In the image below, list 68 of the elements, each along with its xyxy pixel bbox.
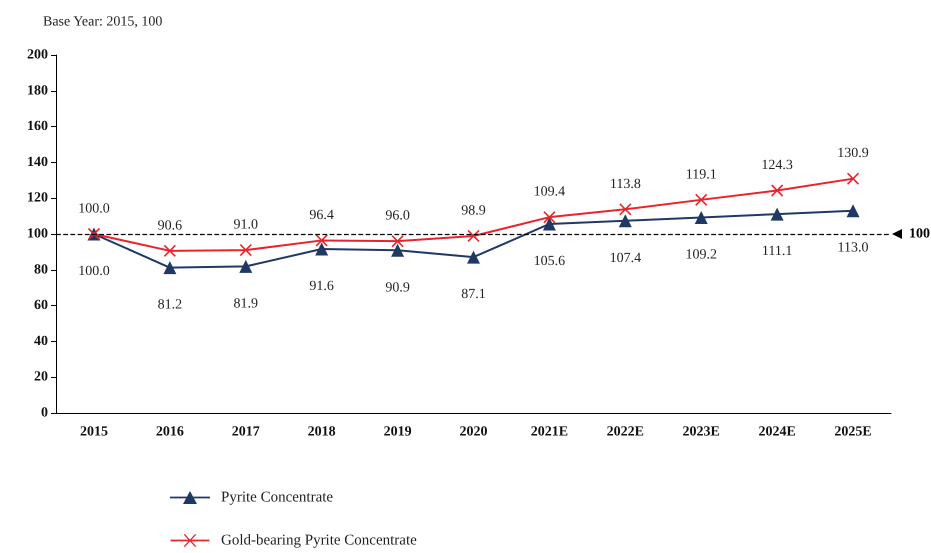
point <box>163 261 176 274</box>
data-label: 87.1 <box>461 287 486 302</box>
legend-label: Gold-bearing Pyrite Concentrate <box>221 532 418 548</box>
data-label: 90.9 <box>385 280 410 296</box>
point <box>543 210 556 224</box>
point <box>164 244 176 258</box>
x-tick-label: 2015 <box>80 424 108 440</box>
data-label: 109.2 <box>685 248 717 263</box>
legend-label: Pyrite Concentrate <box>221 490 334 506</box>
point <box>467 250 480 264</box>
data-label: 111.1 <box>762 244 792 260</box>
x-tick-label: 2019 <box>384 424 412 440</box>
point <box>315 242 328 256</box>
y-tick-label: 20 <box>34 370 48 385</box>
data-label: 113.8 <box>610 176 641 192</box>
x-tick-label: 2016 <box>156 424 184 440</box>
data-label: 81.2 <box>158 298 182 313</box>
y-tick-label: 80 <box>34 262 48 278</box>
data-label: 91.0 <box>234 218 258 233</box>
point <box>846 172 860 185</box>
data-label: 100.0 <box>78 202 110 216</box>
y-tick-label: 100 <box>27 226 48 242</box>
point <box>239 244 252 256</box>
x-tick-label: 2020 <box>460 424 488 440</box>
data-label: 96.4 <box>309 208 334 223</box>
point <box>467 230 480 242</box>
point <box>770 184 784 197</box>
data-label: 124.3 <box>761 158 793 174</box>
y-tick-label: 120 <box>27 190 48 206</box>
point <box>391 244 404 257</box>
x-tick-label: 2017 <box>232 424 260 440</box>
data-label: 119.1 <box>686 167 717 182</box>
y-tick-label: 140 <box>27 154 48 170</box>
data-label: 91.6 <box>309 279 334 294</box>
x-tick-label: 2023E <box>682 424 720 440</box>
point <box>391 234 404 248</box>
data-label: 107.4 <box>610 250 642 266</box>
point <box>239 260 252 273</box>
x-tick-label: 2022E <box>606 424 644 440</box>
ref-line-label: 100 <box>909 226 930 242</box>
point <box>619 203 632 216</box>
point <box>618 214 632 228</box>
x-tick-label: 2018 <box>308 424 336 440</box>
x-tick-label: 2025E <box>834 424 872 440</box>
data-label: 98.9 <box>461 203 486 218</box>
data-label: 113.0 <box>838 240 869 256</box>
point <box>694 194 708 206</box>
x-tick-label: 2024E <box>758 424 796 440</box>
data-label: 81.9 <box>234 296 258 312</box>
point <box>770 208 784 221</box>
data-label: 105.6 <box>534 254 566 269</box>
data-label: 130.9 <box>837 146 869 162</box>
y-axis-title: Base Year: 2015, 100 <box>43 14 162 30</box>
y-tick-label: 0 <box>41 406 48 420</box>
y-tick-label: 40 <box>34 334 48 349</box>
point <box>846 204 860 218</box>
data-label: 90.6 <box>158 218 182 234</box>
y-tick-label: 160 <box>27 119 48 134</box>
x-tick-label: 2021E <box>530 424 568 440</box>
point <box>315 234 328 247</box>
y-tick-label: 60 <box>34 298 48 314</box>
point <box>542 217 556 230</box>
data-label: 96.0 <box>385 208 410 224</box>
y-tick-label: 180 <box>27 83 48 98</box>
point <box>694 211 708 224</box>
data-label: 109.4 <box>534 184 566 200</box>
data-label: 100.0 <box>78 264 110 279</box>
y-tick-label: 200 <box>27 48 48 62</box>
